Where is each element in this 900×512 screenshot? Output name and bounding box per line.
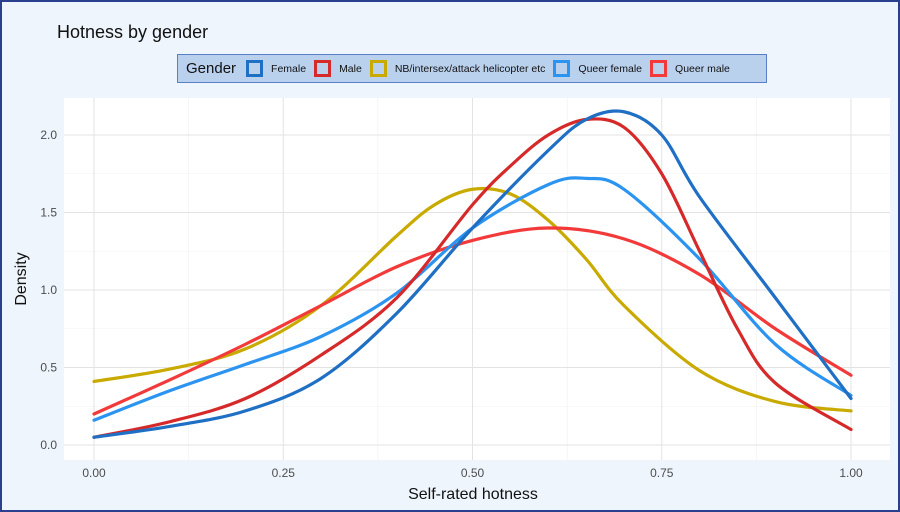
legend-key-nb xyxy=(369,60,387,77)
legend-item-female: Female xyxy=(246,60,306,77)
x-tick-label: 1.00 xyxy=(839,466,863,480)
legend-label-female: Female xyxy=(271,62,307,75)
legend: Gender Female Male NB/intersex/attack he… xyxy=(177,54,767,83)
series-line-queer-female xyxy=(92,176,853,422)
legend-item-nb: NB/intersex/attack helicopter etc xyxy=(369,60,546,77)
legend-key-female xyxy=(246,60,264,77)
chart-title: Hotness by gender xyxy=(57,22,209,42)
legend-item-queer-male: Queer male xyxy=(650,60,730,77)
legend-item-male: Male xyxy=(314,60,362,77)
legend-key-queer-female xyxy=(553,60,571,77)
x-axis-ticks: 0.00 0.25 0.50 0.75 1.00 xyxy=(82,466,863,480)
legend-label-male: Male xyxy=(339,62,362,75)
y-axis-ticks: 0.0 0.5 1.0 1.5 2.0 xyxy=(40,128,57,452)
y-tick-label: 0.5 xyxy=(40,361,57,375)
legend-label-nb: NB/intersex/attack helicopter etc xyxy=(394,62,546,75)
y-tick-label: 0.0 xyxy=(40,438,57,452)
y-tick-label: 1.5 xyxy=(40,206,57,220)
y-tick-label: 1.0 xyxy=(40,283,57,297)
legend-key-queer-male xyxy=(650,60,668,77)
y-axis-label: Density xyxy=(13,252,30,305)
x-axis-label: Self-rated hotness xyxy=(408,486,538,503)
legend-key-male xyxy=(314,60,332,77)
x-tick-label: 0.00 xyxy=(82,466,106,480)
legend-label-queer-female: Queer female xyxy=(578,62,643,75)
legend-item-queer-female: Queer female xyxy=(553,60,642,77)
legend-label-queer-male: Queer male xyxy=(675,62,730,75)
plot-panel xyxy=(64,98,890,460)
series-line-queer-male xyxy=(92,226,853,416)
x-tick-label: 0.75 xyxy=(650,466,674,480)
grid-lines xyxy=(64,98,890,460)
legend-title: Gender xyxy=(186,60,237,77)
x-tick-label: 0.25 xyxy=(272,466,296,480)
series-line-male xyxy=(92,117,853,439)
y-tick-label: 2.0 xyxy=(40,128,57,142)
series-lines xyxy=(92,109,853,439)
x-tick-label: 0.50 xyxy=(461,466,485,480)
series-line-female xyxy=(92,109,853,439)
